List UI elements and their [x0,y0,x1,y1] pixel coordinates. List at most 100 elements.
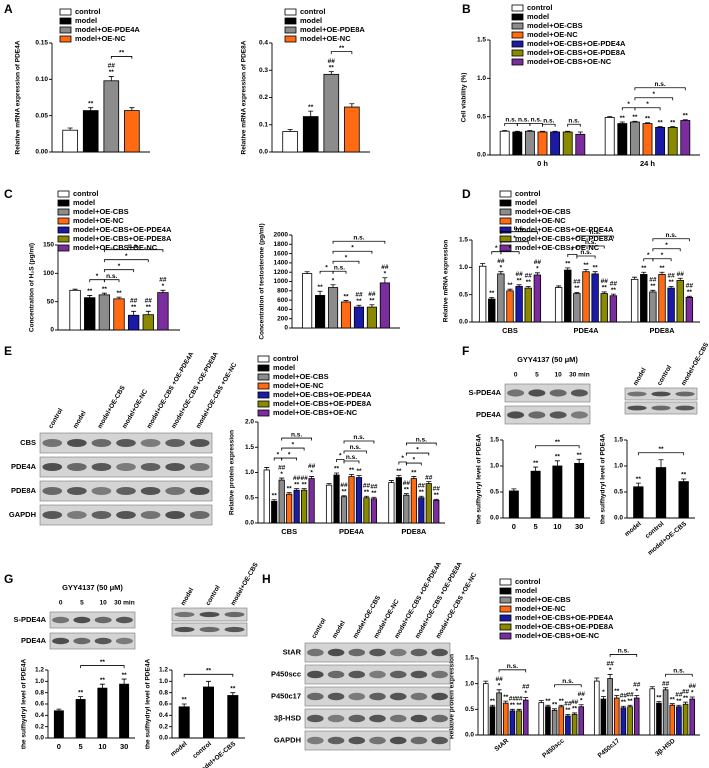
significance-mark: ## [516,271,524,278]
blot-band [165,463,185,471]
bar [403,494,410,524]
y-tick-label: 400 [277,306,288,313]
bar [103,80,120,153]
error-bar [677,277,683,281]
significance-mark: ** [356,298,362,305]
significance-mark: ## [682,688,690,695]
comparison-label: n.s. [673,667,684,674]
error-bar [507,288,513,291]
significance-mark: ## [403,480,411,487]
legend-swatch [257,382,270,390]
comparison-bracket [332,240,386,244]
legend-label: model [75,16,97,25]
significance-mark: ** [489,290,495,297]
bar [573,293,581,323]
legend-swatch [499,244,512,252]
bar [75,699,86,739]
error-bar [286,492,292,495]
x-tick-label: 30 [575,522,583,531]
y-tick-label: 600 [277,297,288,304]
significance-mark: ** [334,466,340,473]
bar [98,294,111,331]
comparison-bracket [634,107,661,111]
significance-mark: ** [146,304,152,311]
legend-swatch [499,190,512,198]
blot-band [431,736,448,745]
legend-swatch [57,199,70,207]
bar [327,287,339,329]
significance-mark: ** [636,476,642,483]
error-bar [574,292,580,294]
significance-mark: ** [670,119,676,126]
legend-label: model [515,586,537,595]
significance-mark: ** [364,489,370,496]
significance-mark: ** [396,468,402,475]
error-bar [659,271,665,275]
bar [640,274,648,323]
significance-mark: ## [578,691,586,698]
significance-mark: ** [687,289,693,296]
comparison-bracket [652,258,672,262]
bar [689,698,696,736]
comparison-label: n.s. [543,117,554,124]
y-tick-label: 1800 [274,241,289,248]
bar [348,476,355,524]
blot-band [189,463,210,471]
significance-mark: ** [641,265,647,272]
blot-row-label: CBS [20,438,36,447]
significance-mark: ## [677,271,685,278]
blot-band [307,648,324,657]
significance-mark: ** [517,278,523,285]
error-bar [668,286,674,289]
significance-mark: * [310,469,313,476]
y-tick-label: 2.0 [245,419,254,426]
significance-mark: ** [565,261,571,268]
error-bar [72,288,78,291]
bar [286,493,293,524]
y-tick-label: 0.1 [259,121,268,128]
blot-band [189,511,210,519]
legend-swatch [499,226,512,234]
bar [302,116,319,153]
bar [425,483,432,524]
blot-band [627,391,647,397]
bar [127,314,140,331]
blot-lane-label: 5 [80,600,84,607]
blot-band [94,616,112,624]
significance-mark: * [332,277,335,284]
error-bar [388,480,394,483]
significance-mark: ## [601,278,609,285]
legend-swatch [499,587,512,595]
blot-band [410,692,428,701]
error-bar [533,466,539,472]
bar [84,297,96,331]
comparison-label: n.s. [346,454,357,461]
bar [649,291,657,323]
y-tick-label: 800 [277,288,288,295]
blot-row-label: GAPDH [9,510,36,519]
error-bar [572,712,578,715]
y-axis-label: Relative protein expression [229,430,236,515]
significance-mark: * [162,283,165,290]
comparison-bracket [576,235,614,239]
significance-mark: * [691,690,694,697]
blot-band [369,670,386,679]
blot-band [389,714,407,723]
bar [340,496,348,524]
comparison-label: n.s. [353,234,364,241]
blot-row-label: PDE4A [476,410,502,419]
significance-mark: ## [515,696,523,703]
significance-mark: ** [294,481,300,488]
comparison-bracket [554,684,582,688]
bar [524,130,535,156]
error-bar [578,704,584,707]
error-bar [181,703,187,707]
bar [82,110,99,153]
error-bar [145,310,151,315]
significance-mark: * [498,683,501,690]
error-bar [516,284,522,287]
legend-swatch [511,22,524,30]
significance-mark: ## [534,259,542,266]
significance-mark: ** [341,488,347,495]
legend-label: model+OE-NC [300,34,351,43]
